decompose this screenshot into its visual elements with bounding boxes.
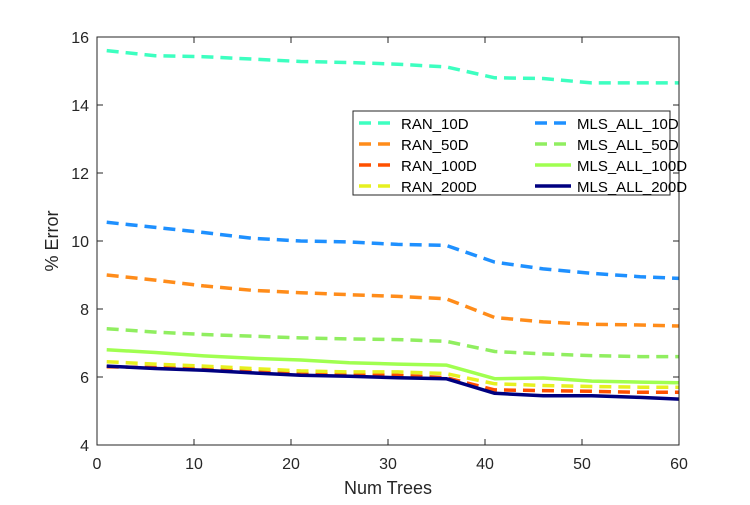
series-line-mls-all-100d: [106, 348, 680, 385]
y-tick-label: 6: [80, 370, 89, 387]
legend-box: [352, 110, 671, 196]
legend-label: MLS_ALL_10D: [577, 116, 679, 133]
x-tick-label: 20: [282, 456, 300, 473]
legend-label: RAN_50D: [401, 137, 469, 154]
legend-label: MLS_ALL_100D: [577, 158, 687, 175]
x-axis-label: Num Trees: [344, 478, 432, 498]
legend-label: RAN_10D: [401, 116, 469, 133]
series-line-mls-all-10d: [106, 220, 680, 281]
y-tick-label: 4: [80, 438, 89, 455]
x-tick-label: 10: [185, 456, 203, 473]
x-tick-label: 60: [670, 456, 688, 473]
legend: RAN_10D RAN_50D RAN_100D RAN_200D MLS_ALL_10…: [352, 110, 687, 196]
series-line-ran-50d: [106, 273, 680, 328]
y-tick-label: 10: [71, 234, 89, 251]
x-tick-label: 30: [379, 456, 397, 473]
series-line-ran-200d: [106, 359, 679, 389]
y-axis-label: % Error: [42, 210, 62, 271]
series-line-ran-10d: [106, 48, 679, 85]
legend-label: MLS_ALL_50D: [577, 137, 679, 154]
legend-label: RAN_100D: [401, 158, 477, 175]
series-line-mls-all-200d: [106, 364, 680, 401]
legend-label: MLS_ALL_200D: [577, 179, 687, 196]
y-tick-label: 16: [71, 30, 89, 47]
x-tick-label: 0: [93, 456, 102, 473]
y-tick-label: 8: [80, 302, 89, 319]
plot-area-border: [96, 36, 680, 446]
series-line-mls-all-50d: [106, 326, 679, 359]
y-tick-label: 14: [71, 98, 89, 115]
legend-label: RAN_200D: [401, 179, 477, 196]
x-tick-label: 40: [476, 456, 494, 473]
x-tick-label: 50: [573, 456, 591, 473]
y-tick-label: 12: [71, 166, 89, 183]
